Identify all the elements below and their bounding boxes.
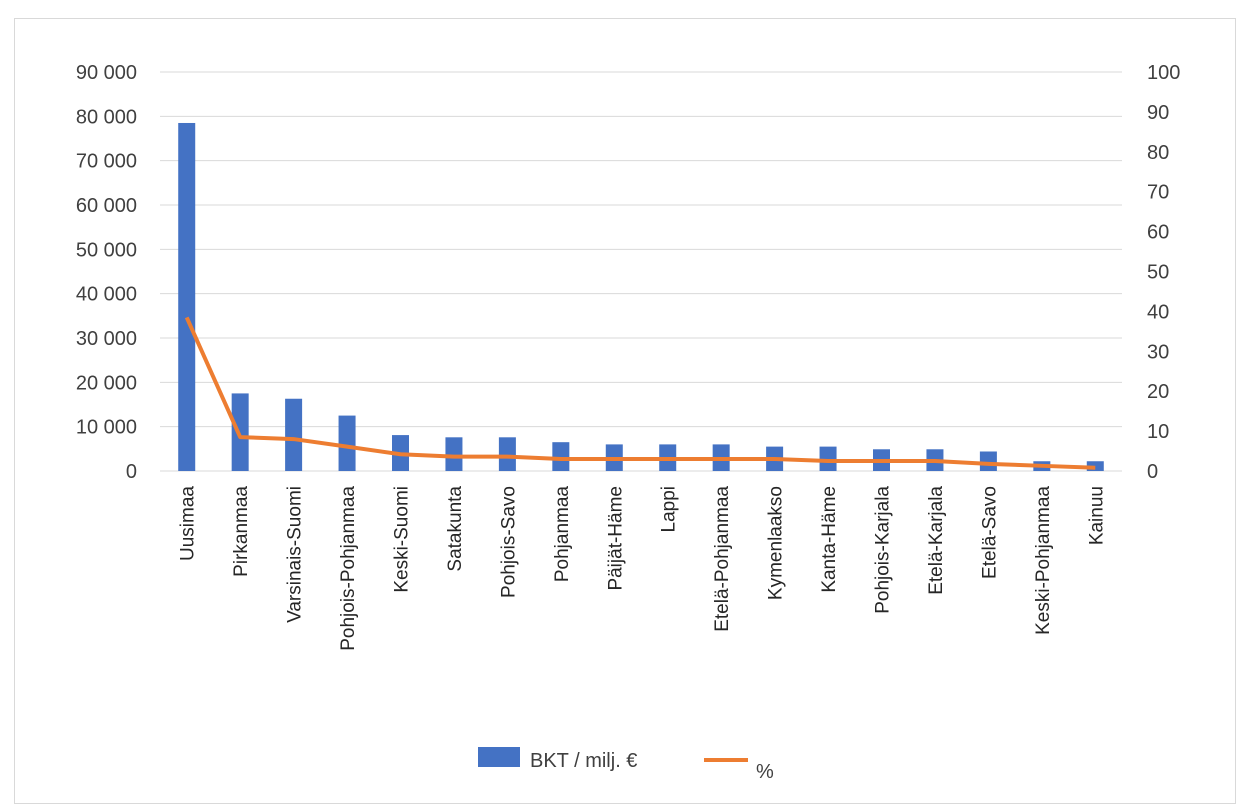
- left-axis-tick-label: 40 000: [76, 284, 137, 306]
- bar-series: [178, 122, 1104, 471]
- right-axis-tick-label: 90: [1147, 102, 1169, 124]
- category-axis: Uusimaa Pirkanmaa Varsinais-Suomi Pohjois-P…: [178, 486, 1108, 651]
- bar: [498, 437, 516, 471]
- right-axis-tick-label: 20: [1147, 381, 1169, 403]
- category-label: Lappi: [659, 486, 680, 533]
- category-label: Pohjois-Savo: [498, 486, 519, 598]
- right-axis-tick-label: 30: [1147, 341, 1169, 363]
- left-axis: 0 10 000 20 000 30 000 40 000 50 000 60 000 70 …: [76, 62, 137, 483]
- right-axis-tick-label: 40: [1147, 301, 1169, 323]
- category-label: Pohjois-Karjala: [873, 486, 894, 614]
- legend: BKT / milj. € %: [478, 747, 774, 783]
- gridlines: [160, 71, 1122, 472]
- category-label: Pirkanmaa: [231, 486, 252, 577]
- right-axis-tick-label: 10: [1147, 421, 1169, 443]
- category-label: Päijät-Häme: [605, 486, 626, 591]
- right-axis-tick-label: 60: [1147, 222, 1169, 244]
- bar: [285, 398, 303, 471]
- category-label: Pohjois-Pohjanmaa: [338, 486, 359, 651]
- line-series: [184, 316, 1096, 470]
- right-axis: 0 10 20 30 40 50 60 70 80 90 100: [1147, 62, 1180, 483]
- chart-area: [14, 18, 1236, 804]
- right-axis-tick-label: 80: [1147, 142, 1169, 164]
- legend-bar-swatch: [478, 747, 520, 767]
- category-label: Kymenlaakso: [766, 486, 787, 600]
- bar: [979, 451, 997, 471]
- category-label: Kanta-Häme: [819, 486, 840, 593]
- bar: [178, 122, 196, 471]
- left-axis-tick-label: 70 000: [76, 151, 137, 173]
- category-label: Etelä-Savo: [979, 486, 1000, 579]
- bar: [819, 446, 837, 471]
- left-axis-tick-label: 0: [126, 461, 137, 483]
- category-label: Varsinais-Suomi: [285, 486, 306, 623]
- category-label: Keski-Pohjanmaa: [1033, 486, 1054, 635]
- category-label: Pohjanmaa: [552, 486, 573, 583]
- bar: [445, 437, 463, 471]
- line-path: [184, 316, 1096, 470]
- left-axis-tick-label: 90 000: [76, 62, 137, 84]
- legend-line-label: %: [756, 761, 774, 783]
- left-axis-tick-label: 80 000: [76, 106, 137, 128]
- category-label: Uusimaa: [178, 486, 199, 561]
- category-label: Satakunta: [445, 486, 466, 572]
- right-axis-tick-label: 100: [1147, 62, 1180, 84]
- legend-bar-label: BKT / milj. €: [530, 750, 637, 772]
- left-axis-tick-label: 60 000: [76, 195, 137, 217]
- left-axis-tick-label: 50 000: [76, 239, 137, 261]
- right-axis-tick-label: 0: [1147, 461, 1158, 483]
- bar: [338, 415, 356, 471]
- category-label: Etelä-Pohjanmaa: [712, 486, 733, 632]
- category-label: Kainuu: [1086, 486, 1107, 545]
- category-label: Etelä-Karjala: [926, 486, 947, 595]
- bar: [552, 442, 570, 471]
- right-axis-tick-label: 70: [1147, 182, 1169, 204]
- right-axis-tick-label: 50: [1147, 262, 1169, 284]
- left-axis-tick-label: 10 000: [76, 417, 137, 439]
- left-axis-tick-label: 30 000: [76, 328, 137, 350]
- category-label: Keski-Suomi: [392, 486, 413, 593]
- left-axis-tick-label: 20 000: [76, 372, 137, 394]
